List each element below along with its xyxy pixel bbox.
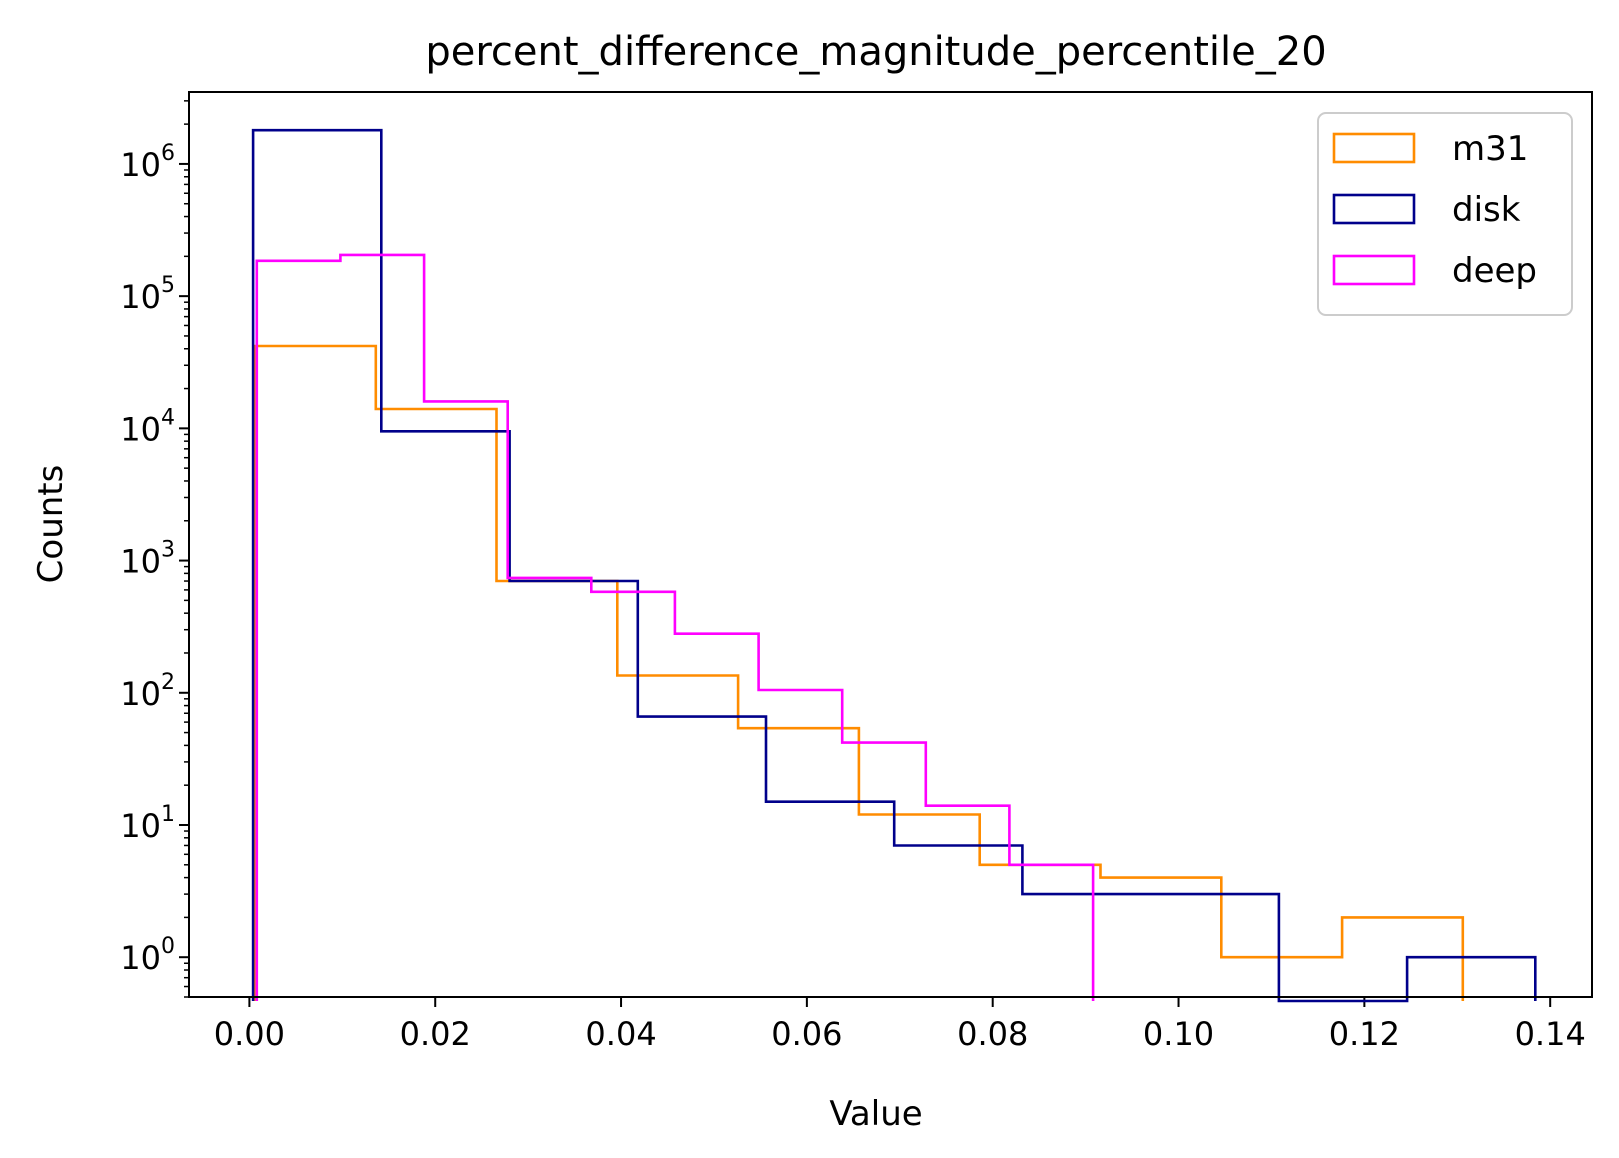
y-tick-label: 101 xyxy=(120,802,175,845)
y-tick-base: 10 xyxy=(120,807,161,845)
y-tick-exponent: 0 xyxy=(161,934,175,959)
legend-swatch-disk xyxy=(1332,193,1416,225)
y-tick-base: 10 xyxy=(120,278,161,316)
y-tick-exponent: 2 xyxy=(161,670,175,695)
y-tick-label: 104 xyxy=(120,405,175,448)
legend-label-disk: disk xyxy=(1452,190,1521,230)
y-tick-base: 10 xyxy=(120,410,161,448)
series-step-deep xyxy=(255,253,1095,1001)
y-tick-exponent: 6 xyxy=(161,141,175,166)
y-tick-exponent: 5 xyxy=(161,273,175,298)
y-tick-exponent: 3 xyxy=(161,538,175,563)
y-tick-base: 10 xyxy=(120,543,161,581)
x-tick-label: 0.08 xyxy=(957,1015,1028,1053)
y-tick-base: 10 xyxy=(120,675,161,713)
y-tick-label: 105 xyxy=(120,273,175,316)
x-tick-label: 0.06 xyxy=(771,1015,842,1053)
x-tick-label: 0.04 xyxy=(585,1015,656,1053)
plot-area xyxy=(251,128,1537,1003)
y-tick-label: 100 xyxy=(120,934,175,977)
y-tick-label: 103 xyxy=(120,538,175,581)
y-tick-exponent: 4 xyxy=(161,405,175,430)
x-tick-label: 0.14 xyxy=(1515,1015,1586,1053)
chart-title: percent_difference_magnitude_percentile_… xyxy=(425,29,1326,75)
x-tick-label: 0.12 xyxy=(1329,1015,1400,1053)
legend-swatch-deep xyxy=(1332,254,1416,286)
y-tick-base: 10 xyxy=(120,146,161,184)
series-step-disk xyxy=(251,128,1537,1003)
legend-label-deep: deep xyxy=(1452,251,1537,291)
x-tick-label: 0.00 xyxy=(214,1015,285,1053)
legend-label-m31: m31 xyxy=(1452,129,1528,169)
y-tick-base: 10 xyxy=(120,939,161,977)
y-tick-exponent: 1 xyxy=(161,802,175,827)
x-tick-label: 0.02 xyxy=(400,1015,471,1053)
plot-frame xyxy=(188,91,1593,998)
series-step-m31 xyxy=(253,344,1465,1001)
y-tick-label: 106 xyxy=(120,141,175,184)
y-tick-label: 102 xyxy=(120,670,175,713)
x-tick-label: 0.10 xyxy=(1143,1015,1214,1053)
y-axis-label: Counts xyxy=(31,465,71,584)
legend-swatch-m31 xyxy=(1332,132,1416,164)
legend-frame xyxy=(1317,112,1573,316)
legend: m31 disk deep xyxy=(1317,112,1573,316)
x-axis-ticks: 0.00 0.02 0.04 0.06 0.08 0.10 0.12 0.14 xyxy=(214,997,1586,1053)
x-axis-label: Value xyxy=(829,1094,922,1134)
